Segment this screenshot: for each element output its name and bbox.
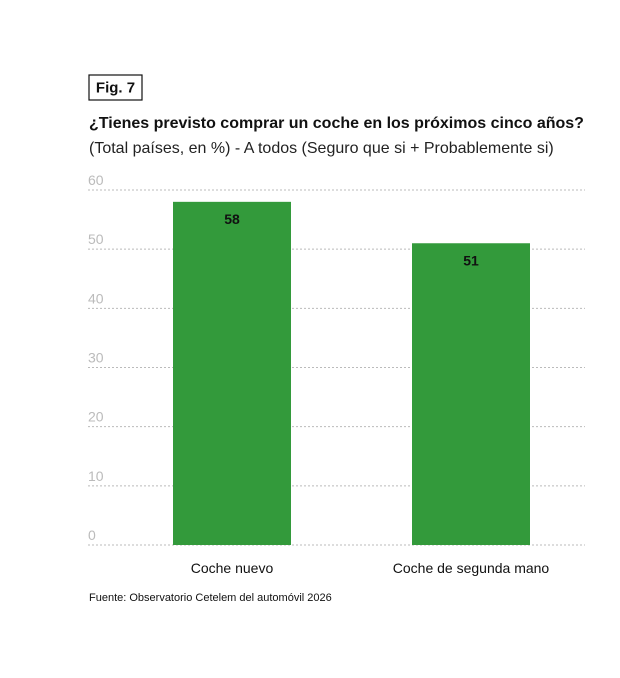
x-tick-label: Coche nuevo <box>191 560 274 576</box>
y-tick-label: 10 <box>88 468 104 484</box>
y-tick-label: 30 <box>88 350 104 366</box>
chart-subtitle: (Total países, en %) - A todos (Seguro q… <box>89 140 554 157</box>
y-tick-label: 40 <box>88 290 104 306</box>
x-tick-label: Coche de segunda mano <box>393 560 550 576</box>
y-tick-label: 50 <box>88 231 104 247</box>
figure-label: Fig. 7 <box>96 80 135 97</box>
source: Fuente: Observatorio Cetelem del automóv… <box>89 592 332 604</box>
y-tick-label: 60 <box>88 172 104 188</box>
value-label: 58 <box>224 211 240 227</box>
figure-label-box <box>88 74 143 101</box>
bar <box>173 201 291 546</box>
y-tick-label: 20 <box>88 409 104 425</box>
chart-title: ¿Tienes previsto comprar un coche en los… <box>89 115 584 132</box>
y-tick-label: 0 <box>88 527 96 543</box>
value-label: 51 <box>463 252 479 268</box>
bar <box>412 243 530 545</box>
